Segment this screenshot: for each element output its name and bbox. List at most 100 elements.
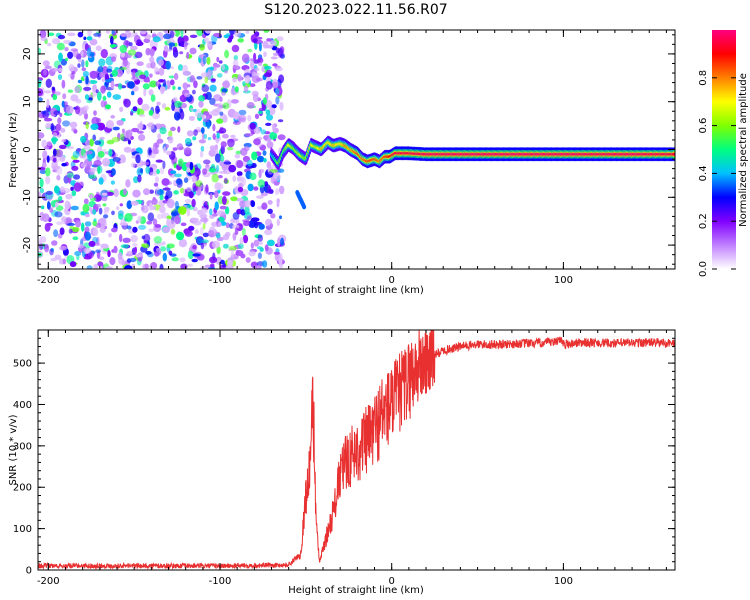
noise-blob xyxy=(101,250,108,254)
noise-blob xyxy=(139,30,147,35)
noise-blob xyxy=(154,251,160,257)
noise-blob xyxy=(206,121,211,129)
noise-blob xyxy=(249,83,256,87)
noise-blob xyxy=(234,153,241,159)
noise-blob xyxy=(193,129,198,137)
noise-blob xyxy=(81,67,87,72)
noise-blob xyxy=(176,231,185,241)
noise-blob xyxy=(93,32,101,37)
noise-blob xyxy=(129,257,137,263)
noise-blob xyxy=(45,167,51,177)
noise-blob xyxy=(178,206,187,215)
noise-blob xyxy=(186,207,191,217)
noise-blob xyxy=(47,32,55,37)
noise-blob xyxy=(191,175,197,183)
noise-blob xyxy=(112,94,122,100)
noise-blob xyxy=(125,179,131,188)
noise-blob xyxy=(177,64,184,71)
noise-blob xyxy=(199,150,204,158)
noise-blob xyxy=(237,74,242,82)
noise-blob xyxy=(38,240,43,246)
noise-blob xyxy=(234,227,239,236)
noise-blob xyxy=(102,95,107,101)
noise-blob xyxy=(253,239,260,247)
noise-blob xyxy=(135,253,142,258)
noise-blob xyxy=(82,203,90,213)
noise-blob xyxy=(67,89,74,93)
noise-blob xyxy=(100,243,109,249)
y-tick-label: 10 xyxy=(22,95,33,108)
noise-blob xyxy=(174,215,181,225)
noise-blob xyxy=(262,260,268,268)
noise-blob xyxy=(86,99,93,104)
noise-blob xyxy=(163,30,172,35)
noise-blob xyxy=(173,190,179,195)
noise-blob xyxy=(269,40,277,47)
colorbar-tick-label: 0.4 xyxy=(698,165,709,181)
noise-blob xyxy=(227,138,235,148)
noise-blob xyxy=(191,198,196,208)
noise-blob xyxy=(215,137,220,144)
noise-blob xyxy=(63,101,68,106)
noise-blob xyxy=(149,202,153,211)
noise-blob xyxy=(220,259,225,265)
noise-blob xyxy=(65,146,74,150)
noise-blob xyxy=(180,30,184,38)
noise-blob xyxy=(184,198,192,204)
noise-blob xyxy=(258,62,262,66)
noise-blob xyxy=(157,133,162,140)
noise-blob xyxy=(54,185,60,194)
noise-blob xyxy=(57,117,62,125)
noise-blob xyxy=(83,198,89,205)
noise-blob xyxy=(177,158,184,167)
noise-blob xyxy=(132,243,138,247)
x-tick-label: -200 xyxy=(37,576,60,587)
noise-blob xyxy=(209,84,217,92)
noise-blob xyxy=(200,127,205,134)
noise-blob xyxy=(219,111,224,116)
noise-blob xyxy=(113,188,119,198)
noise-blob xyxy=(58,67,63,72)
noise-blob xyxy=(59,227,65,235)
noise-blob xyxy=(46,155,50,163)
noise-blob xyxy=(251,151,258,161)
noise-blob xyxy=(38,167,46,171)
spectrogram-x-label: Height of straight line (km) xyxy=(288,285,424,296)
noise-blob xyxy=(147,147,152,156)
noise-blob xyxy=(221,64,225,71)
noise-blob xyxy=(73,182,82,192)
noise-blob xyxy=(41,139,47,148)
x-tick-label: -100 xyxy=(209,275,232,286)
noise-blob xyxy=(265,109,271,116)
noise-blob xyxy=(96,203,101,208)
noise-blob xyxy=(46,42,52,47)
noise-blob xyxy=(221,88,228,93)
y-tick-label: -20 xyxy=(22,237,33,253)
noise-blob xyxy=(155,105,160,114)
noise-blob xyxy=(164,106,171,111)
noise-blob xyxy=(230,218,235,224)
noise-blob xyxy=(249,58,254,62)
noise-blob xyxy=(126,250,133,255)
noise-blob xyxy=(247,48,253,53)
noise-blob xyxy=(70,94,79,102)
noise-blob xyxy=(179,110,185,120)
noise-blob xyxy=(204,76,209,84)
noise-blob xyxy=(266,161,272,169)
noise-blob xyxy=(63,39,72,45)
noise-blob xyxy=(155,80,161,87)
noise-blob xyxy=(212,133,216,140)
noise-blob xyxy=(271,81,279,89)
noise-blob xyxy=(124,265,133,269)
noise-blob xyxy=(263,65,272,70)
y-tick-label: 20 xyxy=(22,48,33,61)
noise-blob xyxy=(131,90,135,96)
y-tick-label: 500 xyxy=(13,359,32,370)
noise-blob xyxy=(154,142,160,149)
noise-blob xyxy=(247,183,254,192)
noise-blob xyxy=(231,44,240,53)
noise-blob xyxy=(172,46,178,53)
noise-blob xyxy=(38,97,43,102)
noise-blob xyxy=(77,79,83,84)
noise-blob xyxy=(137,215,142,223)
